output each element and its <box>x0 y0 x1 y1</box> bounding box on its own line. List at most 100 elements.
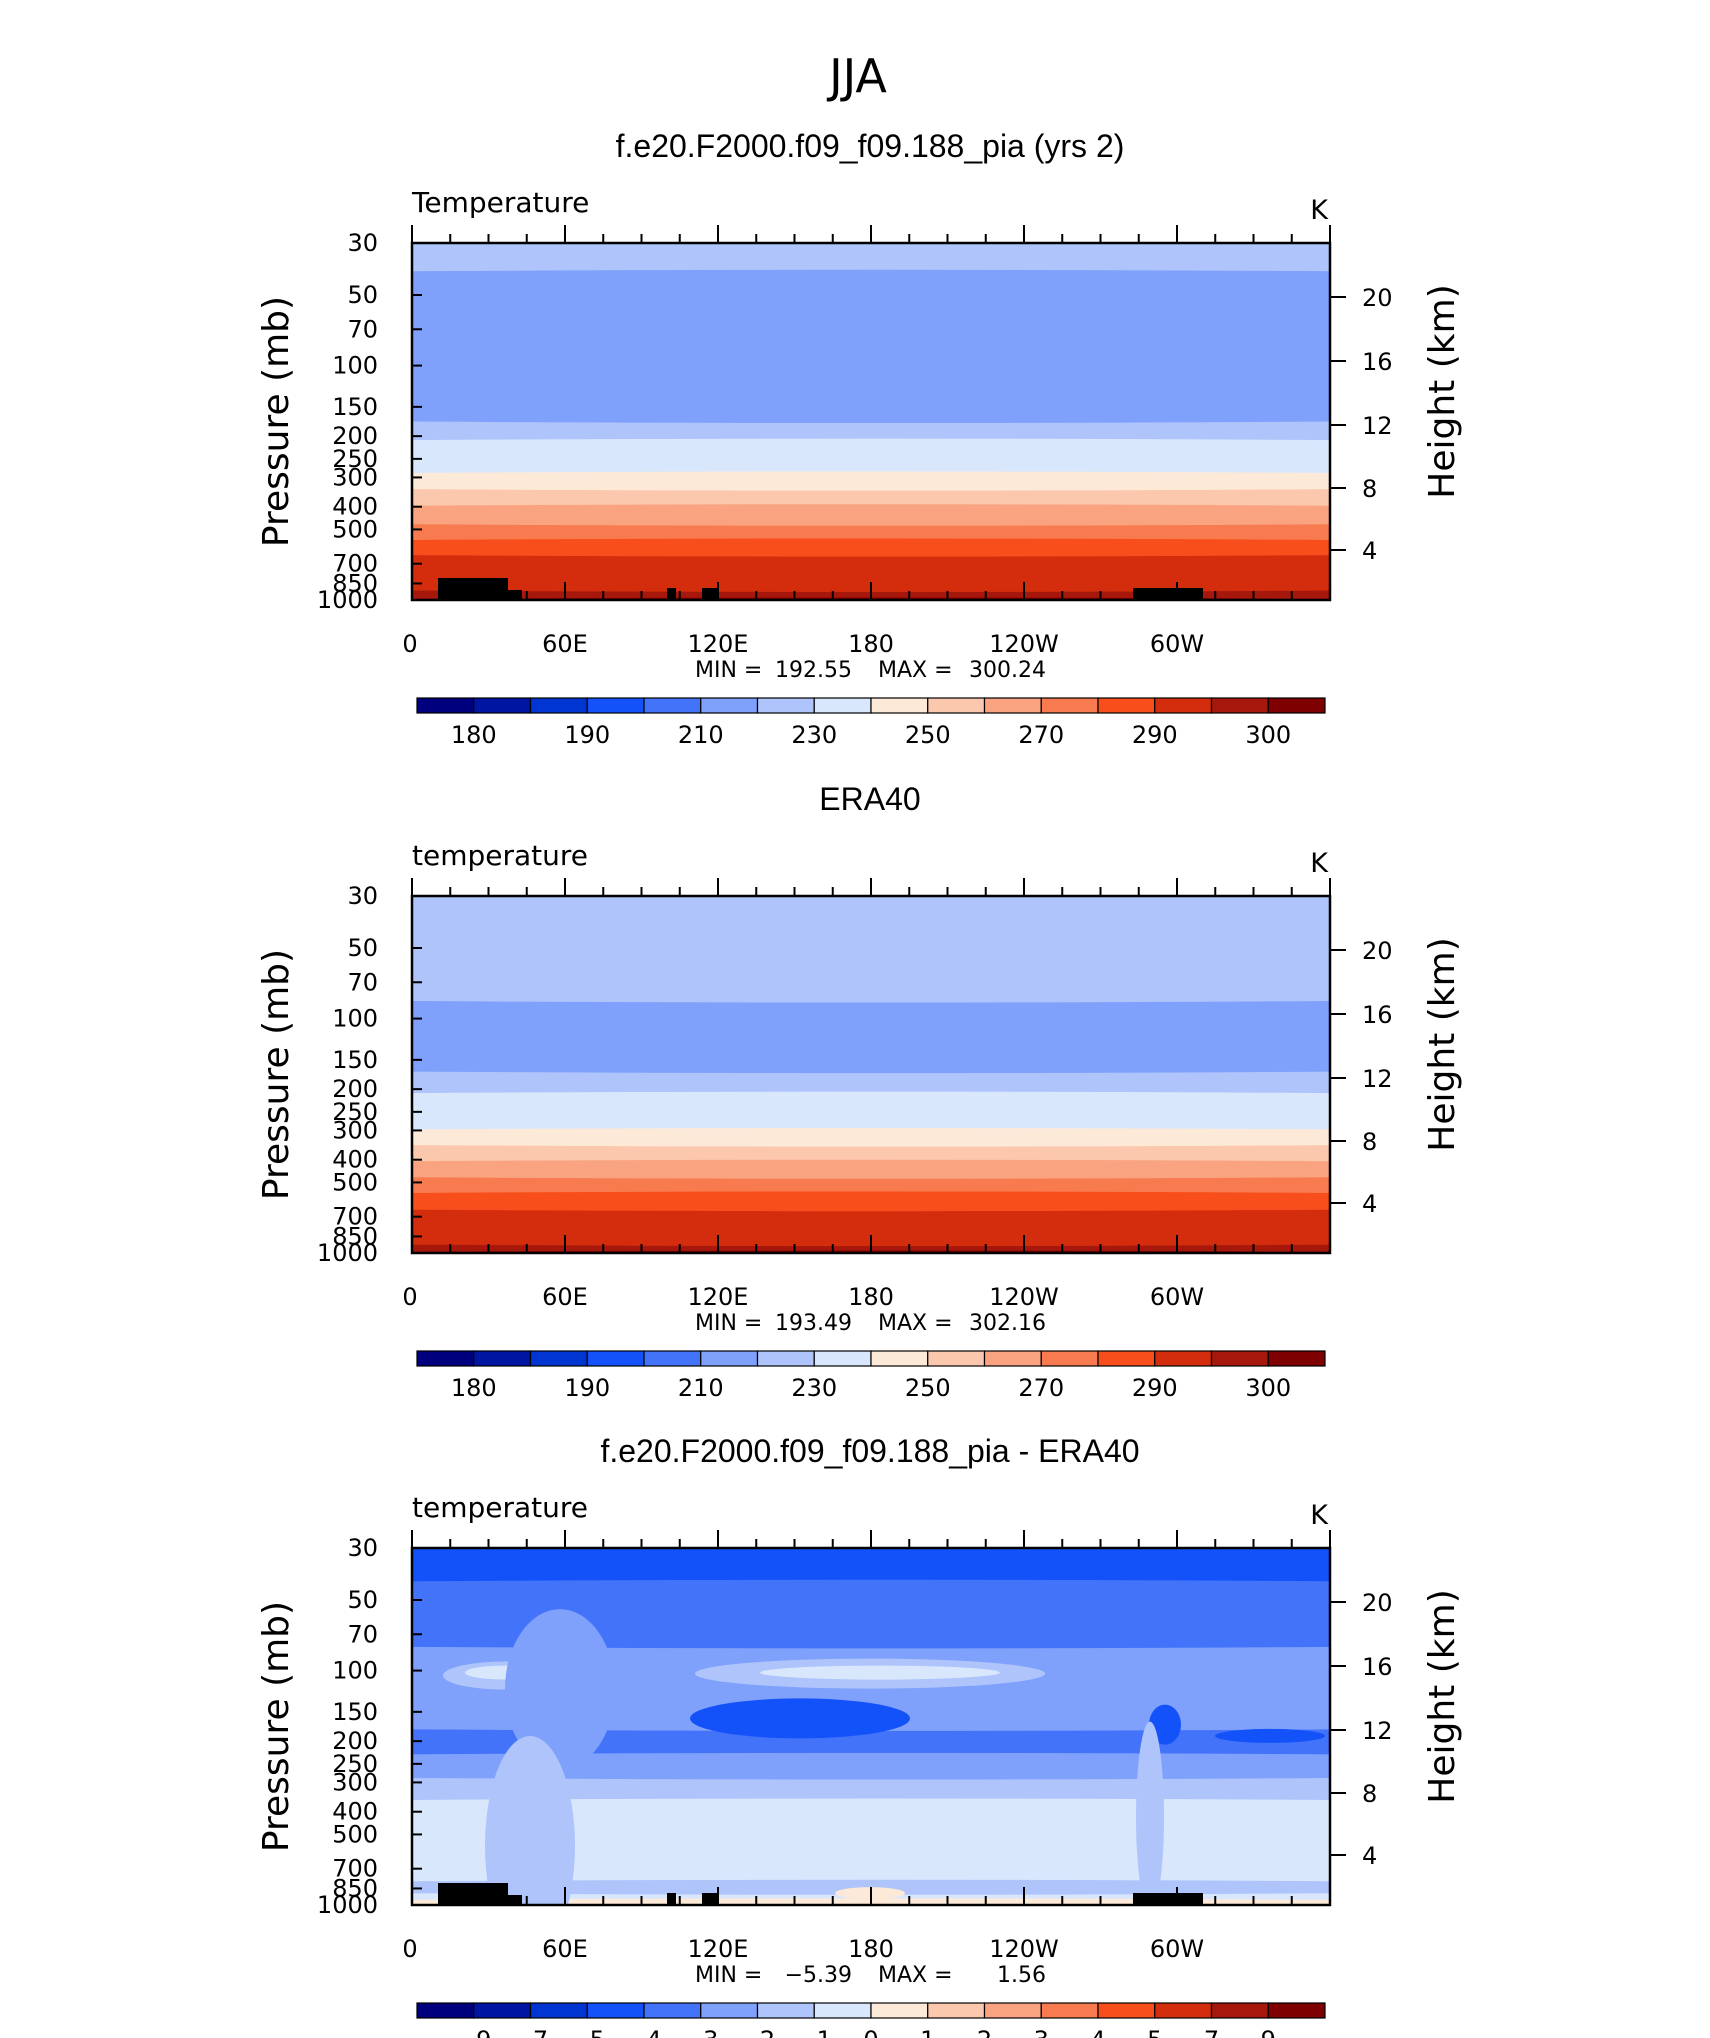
y-tick-label: 70 <box>347 315 378 343</box>
y-axis-title-right: Height (km) <box>1422 937 1463 1151</box>
height-tick-label: 20 <box>1362 937 1393 965</box>
max-label: MAX = <box>878 1963 953 1988</box>
topography-mask <box>667 1893 676 1905</box>
contour-band <box>412 1579 1330 1649</box>
x-tick-label: 120W <box>989 630 1059 658</box>
contour-anomaly <box>505 1609 615 1770</box>
colorbar-label: 210 <box>678 1374 724 1402</box>
colorbar-label: 180 <box>451 1374 497 1402</box>
colorbar-swatch <box>927 2002 986 2019</box>
panel-variable-label: temperature <box>412 839 588 872</box>
y-axis-title: Pressure (mb) <box>256 1601 297 1852</box>
contour-anomaly <box>690 1698 910 1739</box>
contour-anomaly <box>1215 1728 1325 1743</box>
colorbar-label: 1 <box>920 2026 935 2038</box>
colorbar-label: −4 <box>626 2026 661 2038</box>
y-axis-title-right: Height (km) <box>1422 284 1463 498</box>
topography-mask <box>1133 1893 1203 1905</box>
contour-band <box>412 269 1330 331</box>
colorbar-swatch <box>643 1350 702 1367</box>
y-tick-label: 400 <box>332 1798 378 1826</box>
colorbar-swatch <box>1040 697 1099 714</box>
y-tick-label: 150 <box>332 1046 378 1074</box>
colorbar-label: 3 <box>1034 2026 1049 2038</box>
y-tick-label: 700 <box>332 550 378 578</box>
y-tick-label: 250 <box>332 1750 378 1778</box>
colorbar-swatch <box>1210 1350 1269 1367</box>
colorbar-swatch <box>700 697 759 714</box>
y-axis-title-right: Height (km) <box>1422 1589 1463 1803</box>
contour-band <box>412 1798 1330 1858</box>
colorbar-swatch <box>870 1350 929 1367</box>
contour-anomaly <box>760 1665 1000 1680</box>
colorbar-label: 300 <box>1245 721 1291 749</box>
x-tick-label: 60E <box>542 1935 588 1963</box>
y-tick-label: 300 <box>332 1116 378 1144</box>
colorbar-swatch <box>1210 2002 1269 2019</box>
colorbar-swatch <box>756 2002 815 2019</box>
colorbar-swatch <box>586 2002 645 2019</box>
y-tick-label: 50 <box>347 281 378 309</box>
height-tick-label: 4 <box>1362 1190 1377 1218</box>
x-tick-label: 0 <box>402 1935 417 1963</box>
y-tick-label: 100 <box>332 352 378 380</box>
figure-title: JJA <box>826 49 887 103</box>
topography-mask <box>1133 588 1203 600</box>
colorbar-label: 7 <box>1204 2026 1219 2038</box>
y-tick-label: 850 <box>332 1222 378 1250</box>
panel-variable-label: Temperature <box>411 186 589 219</box>
x-tick-label: 60E <box>542 1283 588 1311</box>
panel-units-label: K <box>1310 1500 1329 1531</box>
x-tick-label: 120E <box>688 1283 749 1311</box>
colorbar-swatch <box>1267 2002 1326 2019</box>
contour-band <box>412 471 1330 492</box>
colorbar-swatch <box>1097 697 1156 714</box>
y-tick-label: 1000 <box>317 1239 378 1267</box>
y-tick-label: 500 <box>332 1820 378 1848</box>
panel-title: ERA40 <box>819 781 920 817</box>
colorbar-label: 270 <box>1018 1374 1064 1402</box>
height-tick-label: 12 <box>1362 1065 1393 1093</box>
contour-fill <box>412 896 1330 1253</box>
colorbar-label: 270 <box>1018 721 1064 749</box>
colorbar-label: −3 <box>683 2026 718 2038</box>
contour-band <box>412 1548 1330 1584</box>
y-axis-title: Pressure (mb) <box>256 949 297 1200</box>
panel-title: f.e20.F2000.f09_f09.188_pia (yrs 2) <box>616 128 1125 164</box>
panel-units-label: K <box>1310 195 1329 226</box>
colorbar-swatch <box>927 1350 986 1367</box>
contour-band <box>412 1191 1330 1212</box>
contour-band <box>412 457 1330 475</box>
colorbar-label: −1 <box>797 2026 832 2038</box>
panel-variable-label: temperature <box>412 1491 588 1524</box>
height-tick-label: 4 <box>1362 537 1377 565</box>
contour-band <box>412 504 1330 527</box>
height-tick-label: 16 <box>1362 348 1393 376</box>
colorbar-label: 230 <box>791 1374 837 1402</box>
x-tick-label: 0 <box>402 630 417 658</box>
x-tick-label: 120W <box>989 1935 1059 1963</box>
max-label: MAX = <box>878 1311 953 1336</box>
contour-band <box>412 1209 1330 1234</box>
contour-band <box>412 328 1330 408</box>
y-tick-label: 100 <box>332 1657 378 1685</box>
contour-band <box>412 1752 1330 1780</box>
colorbar-label: 300 <box>1245 1374 1291 1402</box>
colorbar-swatch <box>700 1350 759 1367</box>
height-tick-label: 16 <box>1362 1001 1393 1029</box>
y-tick-label: 850 <box>332 569 378 597</box>
topography-mask <box>482 1895 500 1905</box>
y-tick-label: 300 <box>332 1768 378 1796</box>
y-tick-label: 200 <box>332 1075 378 1103</box>
x-tick-label: 120E <box>688 630 749 658</box>
contour-band <box>412 1114 1330 1132</box>
colorbar-swatch <box>1267 697 1326 714</box>
topography-mask <box>506 590 522 600</box>
colorbar-label: 2 <box>977 2026 992 2038</box>
x-tick-label: 180 <box>848 1283 894 1311</box>
y-tick-label: 70 <box>347 968 378 996</box>
y-tick-label: 700 <box>332 1855 378 1883</box>
contour-band <box>412 524 1330 542</box>
colorbar-swatch <box>1040 2002 1099 2019</box>
colorbar-swatch <box>927 697 986 714</box>
